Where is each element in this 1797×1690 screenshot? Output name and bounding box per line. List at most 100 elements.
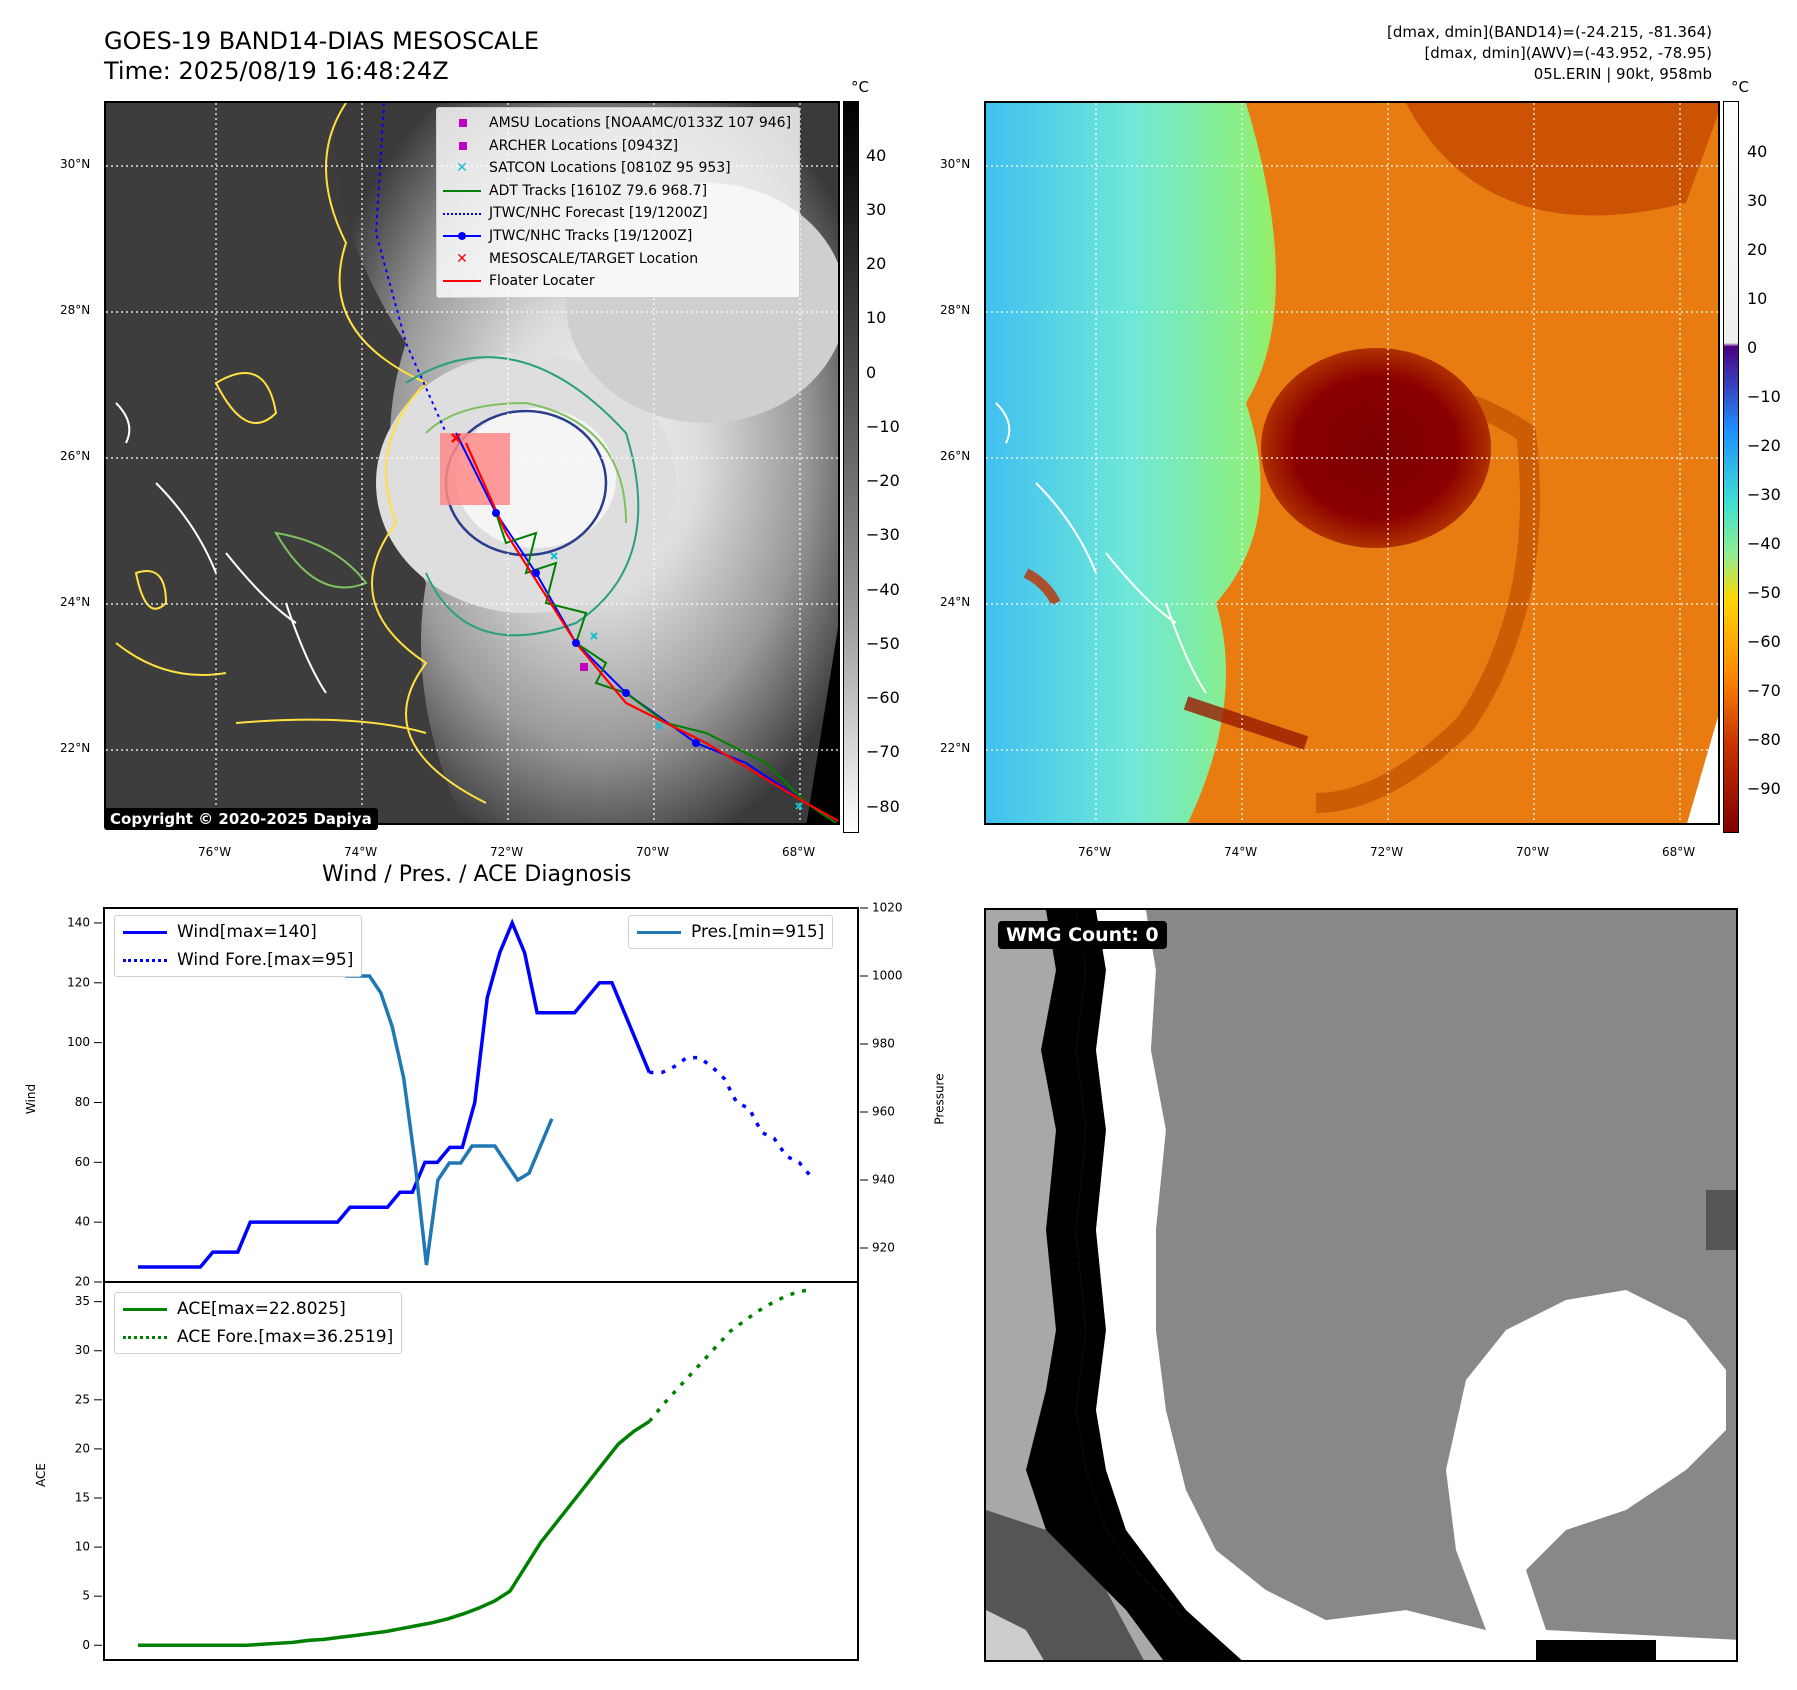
copyright-label: Copyright © 2020-2025 Dapiya bbox=[104, 808, 378, 830]
wind-ylabel: Wind bbox=[24, 1083, 39, 1115]
legend-item-wind: Wind[max=140] bbox=[123, 918, 353, 946]
ace-ylabel: ACE bbox=[33, 1463, 48, 1487]
ir-map-panel: AMSU Locations [NOAAMC/0133Z 107 946] AR… bbox=[104, 101, 840, 825]
lon-label: 72°W bbox=[1370, 845, 1404, 859]
stats-block: [dmax, dmin](BAND14)=(-24.215, -81.364) … bbox=[1387, 22, 1712, 85]
diagnosis-title: Wind / Pres. / ACE Diagnosis bbox=[322, 862, 632, 887]
solid-line-icon bbox=[123, 928, 167, 936]
lat-label: 24°N bbox=[60, 595, 91, 609]
legend-item-adt: ADT Tracks [1610Z 79.6 968.7] bbox=[443, 180, 791, 203]
square-marker-icon bbox=[443, 116, 481, 130]
stats-awv: [dmax, dmin](AWV)=(-43.952, -78.95) bbox=[1424, 44, 1712, 62]
ace-series-line bbox=[138, 1419, 651, 1648]
lat-label: 22°N bbox=[940, 741, 971, 755]
dotted-line-icon bbox=[123, 956, 167, 964]
wind-tick-label: 100 bbox=[67, 1035, 90, 1049]
ir-cb-tick: −40 bbox=[866, 580, 900, 599]
wind-tick-label: 60 bbox=[75, 1155, 90, 1169]
figure-title: GOES-19 BAND14-DIAS MESOSCALE Time: 2025… bbox=[104, 26, 539, 86]
ace-tick-label: 30 bbox=[75, 1343, 90, 1357]
ace-tick-label: 35 bbox=[75, 1294, 90, 1308]
adt-track-line bbox=[495, 512, 837, 823]
dotted-line-icon bbox=[123, 1333, 167, 1341]
jtwc-track-points bbox=[492, 509, 700, 747]
ace-tick-label: 10 bbox=[75, 1540, 90, 1554]
ace-series-layer bbox=[138, 1287, 812, 1648]
x-marker-icon: ✕ bbox=[456, 160, 468, 177]
ace-tick-label: 25 bbox=[75, 1392, 90, 1406]
title-product: GOES-19 BAND14-DIAS MESOSCALE bbox=[104, 27, 540, 55]
ir-cb-tick: −60 bbox=[866, 688, 900, 707]
awv-cb-tick: −20 bbox=[1747, 436, 1781, 455]
awv-cb-tick: −90 bbox=[1747, 779, 1781, 798]
wind-legend: Wind[max=140] Wind Fore.[max=95] bbox=[114, 915, 363, 977]
ace-forecast-series-line bbox=[648, 1287, 812, 1423]
stats-storm: 05L.ERIN | 90kt, 958mb bbox=[1533, 65, 1712, 83]
wmg-count-badge: WMG Count: 0 bbox=[998, 921, 1167, 949]
lon-label: 68°W bbox=[1662, 845, 1696, 859]
satcon-markers bbox=[550, 552, 803, 810]
lon-label: 76°W bbox=[1078, 845, 1112, 859]
lon-label: 70°W bbox=[636, 845, 670, 859]
floater-locater-line bbox=[464, 442, 838, 823]
ir-cb-tick: 20 bbox=[866, 254, 887, 273]
wind-forecast-series-line bbox=[649, 1055, 813, 1179]
awv-cb-tick: 30 bbox=[1747, 191, 1768, 210]
legend-item-ace: ACE[max=22.8025] bbox=[123, 1295, 393, 1323]
pressure-tick-label: 1020 bbox=[872, 901, 903, 915]
legend-item-pressure: Pres.[min=915] bbox=[637, 918, 824, 946]
tick-label-layer: 1401201008060402010201000980960940920353… bbox=[67, 901, 902, 1652]
lon-label: 68°W bbox=[782, 845, 816, 859]
ace-tick-label: 5 bbox=[82, 1589, 90, 1603]
lon-label: 76°W bbox=[198, 845, 232, 859]
awv-colorbar bbox=[1723, 101, 1739, 833]
line-dot-icon bbox=[443, 229, 481, 243]
stats-band14: [dmax, dmin](BAND14)=(-24.215, -81.364) bbox=[1387, 23, 1712, 41]
solid-line-icon bbox=[123, 1305, 167, 1313]
pressure-tick-label: 980 bbox=[872, 1037, 895, 1051]
wind-tick-label: 20 bbox=[75, 1275, 90, 1289]
legend-item-jtwc-tracks: JTWC/NHC Tracks [19/1200Z] bbox=[443, 225, 791, 248]
lat-label: 28°N bbox=[60, 303, 91, 317]
awv-map-image bbox=[986, 103, 1718, 823]
ir-cb-tick: 30 bbox=[866, 200, 887, 219]
awv-cb-tick: 0 bbox=[1747, 338, 1758, 357]
wind-tick-label: 80 bbox=[75, 1095, 90, 1109]
ace-tick-label: 15 bbox=[75, 1491, 90, 1505]
legend-item-satcon: ✕ SATCON Locations [0810Z 95 953] bbox=[443, 157, 791, 180]
awv-cold-core bbox=[1261, 348, 1491, 548]
legend-item-ace-fore: ACE Fore.[max=36.2519] bbox=[123, 1323, 393, 1351]
lat-label: 24°N bbox=[940, 595, 971, 609]
awv-cb-tick: −40 bbox=[1747, 534, 1781, 553]
awv-cb-tick: 20 bbox=[1747, 240, 1768, 259]
wind-series-layer bbox=[138, 918, 813, 1269]
legend-item-archer: ARCHER Locations [0943Z] bbox=[443, 135, 791, 158]
pressure-tick-label: 1000 bbox=[872, 969, 903, 983]
lat-label: 30°N bbox=[60, 157, 91, 171]
legend-item-floater: Floater Locater bbox=[443, 270, 791, 293]
awv-cb-tick: −10 bbox=[1747, 387, 1781, 406]
wind-tick-label: 120 bbox=[67, 975, 90, 989]
pressure-tick-label: 920 bbox=[872, 1241, 895, 1255]
solid-line-icon bbox=[637, 928, 681, 936]
legend-item-target: ✕ MESOSCALE/TARGET Location bbox=[443, 248, 791, 271]
dotted-line-icon bbox=[443, 207, 481, 221]
x-marker-icon: ✕ bbox=[456, 250, 468, 267]
wind-tick-label: 140 bbox=[67, 915, 90, 929]
ir-cb-tick: 10 bbox=[866, 308, 887, 327]
square-marker-icon bbox=[443, 139, 481, 153]
ir-cb-tick: 40 bbox=[866, 146, 887, 165]
awv-cb-tick: −80 bbox=[1747, 730, 1781, 749]
wind-series-line bbox=[138, 918, 651, 1269]
lon-label: 70°W bbox=[1516, 845, 1550, 859]
lat-label: 26°N bbox=[60, 449, 91, 463]
legend-item-forecast: JTWC/NHC Forecast [19/1200Z] bbox=[443, 202, 791, 225]
awv-cb-tick: 10 bbox=[1747, 289, 1768, 308]
awv-cb-tick: −50 bbox=[1747, 583, 1781, 602]
ir-cb-tick: −20 bbox=[866, 471, 900, 490]
pressure-legend: Pres.[min=915] bbox=[628, 915, 834, 949]
ir-legend: AMSU Locations [NOAAMC/0133Z 107 946] AR… bbox=[436, 107, 801, 298]
ir-colorbar bbox=[843, 101, 859, 833]
wmg-panel bbox=[984, 908, 1738, 1662]
